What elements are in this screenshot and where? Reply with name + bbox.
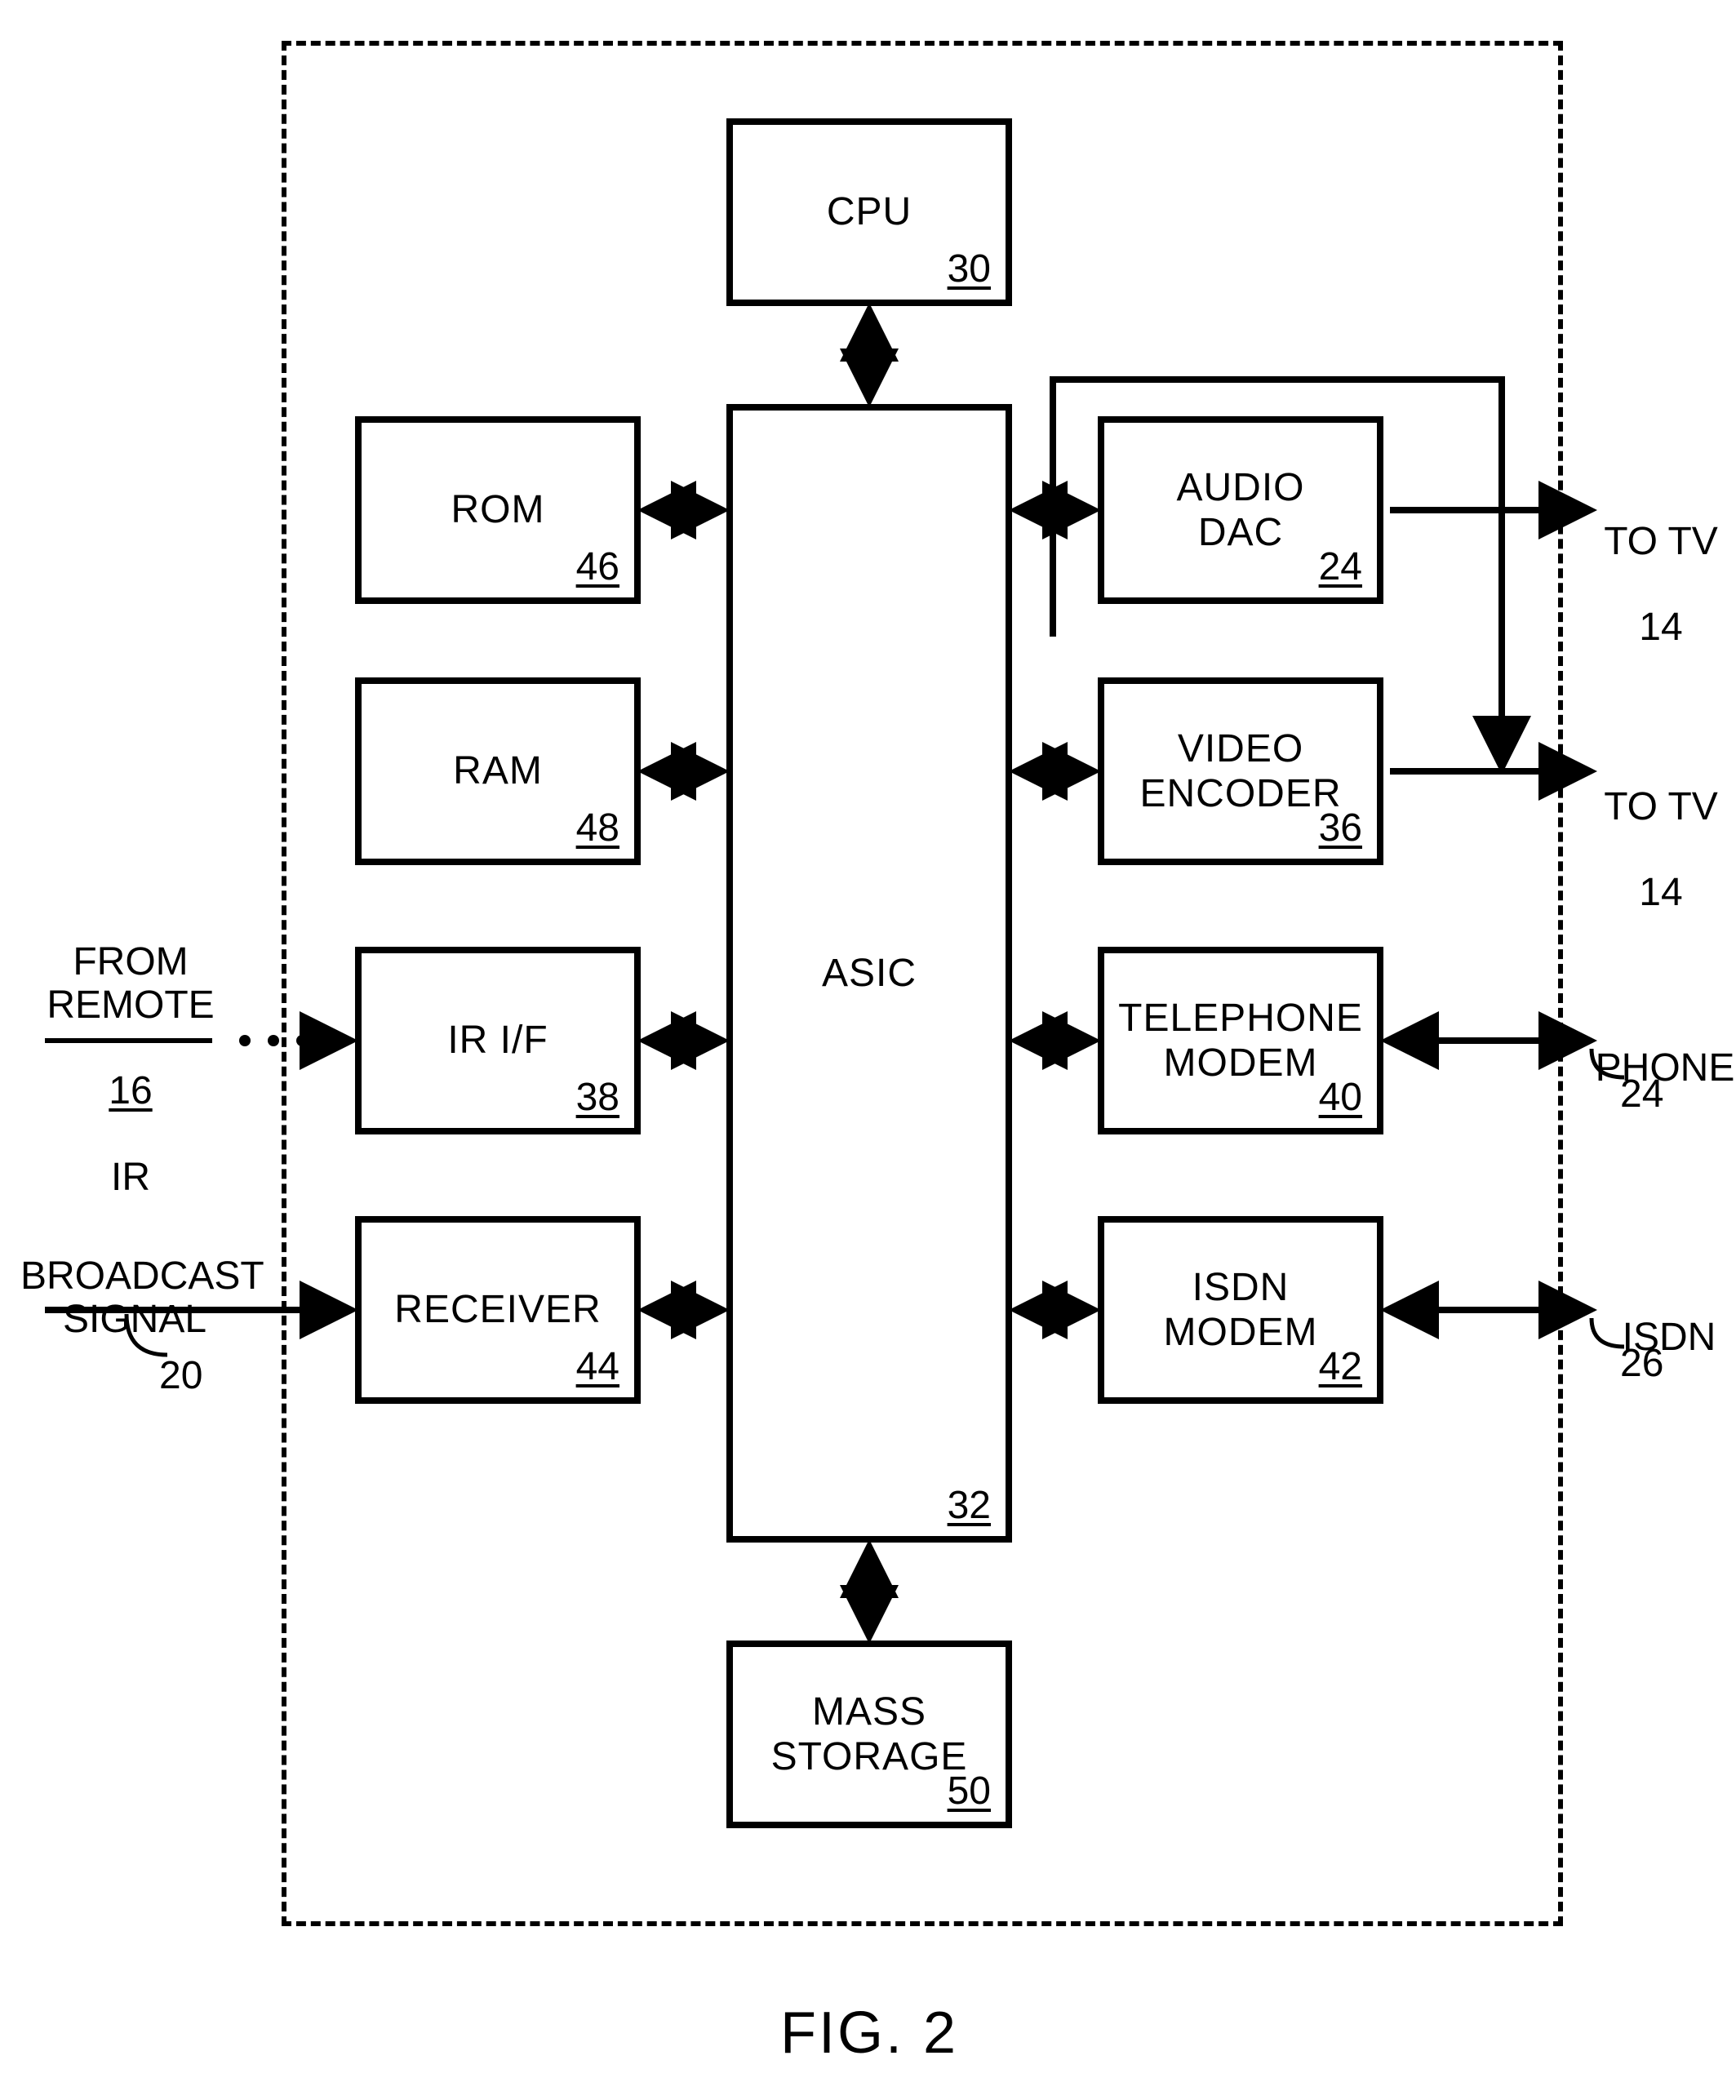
ext-totv-video-ref: 14 xyxy=(1596,872,1726,915)
ext-from-remote-text: FROM REMOTE xyxy=(29,941,233,1028)
block-ir: IR I/F 38 xyxy=(355,947,641,1134)
ext-totv-video-text: TO TV xyxy=(1596,786,1726,829)
block-phone-ref: 40 xyxy=(1319,1075,1362,1120)
ext-phone-out-text: PHONE xyxy=(1592,1047,1736,1090)
block-rom-label: ROM xyxy=(451,487,545,532)
block-ir-ref: 38 xyxy=(576,1075,619,1120)
block-asic: ASIC 32 xyxy=(726,404,1012,1543)
block-receiver: RECEIVER 44 xyxy=(355,1216,641,1404)
block-isdn-label: ISDN MODEM xyxy=(1164,1265,1318,1355)
block-cpu: CPU 30 xyxy=(726,118,1012,306)
block-video: VIDEO ENCODER 36 xyxy=(1098,677,1383,865)
block-asic-label: ASIC xyxy=(822,951,917,996)
figure-stage: CPU 30 ASIC 32 ROM 46 RAM 48 IR I/F 38 R… xyxy=(0,0,1736,2100)
ext-broadcast-ref: 20 xyxy=(159,1355,202,1398)
block-audio-ref: 24 xyxy=(1319,544,1362,589)
block-receiver-ref: 44 xyxy=(576,1344,619,1389)
block-ram-label: RAM xyxy=(453,748,543,793)
ext-from-remote: FROM REMOTE 16 IR xyxy=(29,898,233,1242)
block-audio: AUDIO DAC 24 xyxy=(1098,416,1383,604)
block-mass: MASS STORAGE 50 xyxy=(726,1640,1012,1828)
block-asic-ref: 32 xyxy=(948,1483,991,1528)
ext-isdn-out-ref: 26 xyxy=(1620,1343,1663,1386)
ext-from-remote-ref: 16 xyxy=(29,1070,233,1113)
ext-from-remote-bottom: IR xyxy=(29,1157,233,1200)
block-ram: RAM 48 xyxy=(355,677,641,865)
block-mass-label: MASS STORAGE xyxy=(771,1689,968,1779)
block-mass-ref: 50 xyxy=(948,1769,991,1814)
block-video-ref: 36 xyxy=(1319,806,1362,850)
block-rom-ref: 46 xyxy=(576,544,619,589)
ext-totv-audio-ref: 14 xyxy=(1596,606,1726,650)
block-receiver-label: RECEIVER xyxy=(394,1287,601,1332)
block-rom: ROM 46 xyxy=(355,416,641,604)
figure-caption: FIG. 2 xyxy=(735,2000,1004,2067)
block-audio-label: AUDIO DAC xyxy=(1176,465,1304,555)
ext-phone-out-ref: 24 xyxy=(1620,1073,1663,1117)
block-video-label: VIDEO ENCODER xyxy=(1139,726,1341,816)
ext-totv-video: TO TV 14 xyxy=(1596,743,1726,958)
ext-broadcast: BROADCAST SIGNAL xyxy=(20,1212,249,1384)
block-isdn: ISDN MODEM 42 xyxy=(1098,1216,1383,1404)
ext-totv-audio: TO TV 14 xyxy=(1596,477,1726,693)
ext-phone-out: PHONE xyxy=(1592,1004,1736,1133)
ext-totv-audio-text: TO TV xyxy=(1596,521,1726,564)
block-cpu-ref: 30 xyxy=(948,246,991,291)
block-ram-ref: 48 xyxy=(576,806,619,850)
block-phone-label: TELEPHONE MODEM xyxy=(1118,996,1363,1086)
ext-broadcast-text: BROADCAST SIGNAL xyxy=(20,1255,249,1342)
block-phone: TELEPHONE MODEM 40 xyxy=(1098,947,1383,1134)
block-ir-label: IR I/F xyxy=(447,1018,548,1063)
block-isdn-ref: 42 xyxy=(1319,1344,1362,1389)
block-cpu-label: CPU xyxy=(827,189,912,234)
